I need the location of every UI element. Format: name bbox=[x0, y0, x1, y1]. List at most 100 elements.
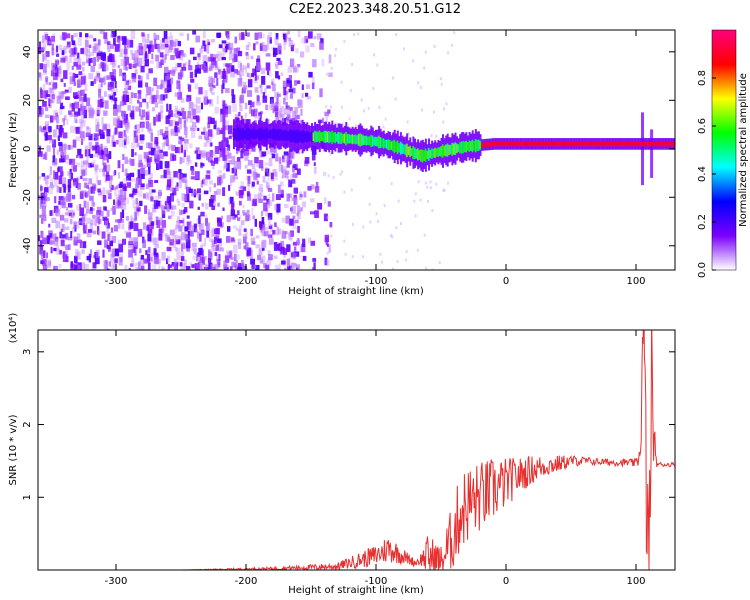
spectrogram-cell bbox=[285, 170, 290, 175]
spectrogram-ridge-core bbox=[641, 141, 644, 147]
spectrogram-cell bbox=[174, 121, 179, 126]
spectrogram-ridge-core bbox=[534, 141, 537, 147]
spectrogram-cell bbox=[253, 43, 256, 51]
spectrogram-ridge-core bbox=[488, 142, 491, 147]
spectrogram-ridge-core bbox=[573, 141, 576, 147]
spectrogram-cell bbox=[243, 149, 249, 156]
spectrogram-cell bbox=[146, 101, 149, 109]
spectrogram-cell bbox=[262, 176, 266, 183]
spectrogram-cell bbox=[202, 31, 206, 39]
spectrogram-cell bbox=[214, 146, 220, 154]
spectrogram-cell bbox=[453, 31, 456, 35]
spectrogram-cell bbox=[221, 215, 224, 220]
spectrogram-cell bbox=[102, 249, 105, 258]
spectrogram-ridge-core bbox=[537, 141, 540, 147]
spectrogram-cell bbox=[106, 75, 110, 80]
spectrogram-cell bbox=[135, 126, 138, 131]
spectrogram-cell bbox=[59, 92, 64, 99]
spectrogram-cell bbox=[313, 35, 317, 40]
spectrogram-cell bbox=[136, 95, 140, 99]
spectrogram-cell bbox=[261, 166, 264, 171]
spectrogram-cell bbox=[243, 236, 247, 244]
y-tick-label: 0 bbox=[22, 146, 33, 152]
spectrogram-cell bbox=[137, 62, 141, 67]
spectrogram-cell bbox=[288, 37, 291, 41]
spectrogram-cell bbox=[261, 247, 265, 251]
spectrogram-cell bbox=[64, 226, 70, 230]
spectrogram-cell bbox=[217, 218, 222, 227]
spectrogram-ridge-core bbox=[630, 141, 633, 147]
spectrogram-cell bbox=[119, 188, 124, 198]
spectrogram-cell bbox=[268, 217, 271, 227]
spectrogram-cell bbox=[191, 247, 196, 252]
spectrogram-cell bbox=[96, 106, 102, 114]
spectrogram-cell bbox=[210, 264, 215, 270]
spectrogram-cell bbox=[283, 151, 289, 156]
spectrogram-cell bbox=[210, 142, 213, 147]
spectrogram-cell bbox=[229, 63, 233, 67]
spectrogram-cell bbox=[251, 264, 255, 269]
spectrogram-cell bbox=[117, 222, 121, 229]
spectrogram-cell bbox=[69, 158, 73, 165]
spectrogram-cell bbox=[269, 96, 274, 104]
spectrogram-ridge-core bbox=[643, 141, 646, 147]
spectrogram-ridge-core bbox=[591, 141, 594, 147]
spectrogram-cell bbox=[68, 86, 72, 94]
spectrogram-cell bbox=[56, 245, 59, 251]
spectrogram-cell bbox=[230, 175, 235, 183]
spectrogram-cell bbox=[47, 135, 52, 141]
spectrogram-cell bbox=[209, 99, 214, 107]
spectrogram-cell bbox=[211, 39, 215, 43]
spectrogram-cell bbox=[211, 238, 215, 247]
spectrogram-cell bbox=[97, 121, 100, 126]
spectrogram-cell bbox=[442, 120, 445, 124]
spectrogram-cell bbox=[38, 47, 41, 55]
spectrogram-cell bbox=[153, 77, 158, 87]
spectrogram-cell bbox=[39, 87, 42, 95]
spectrogram-ridge-core bbox=[387, 139, 390, 151]
spectrogram-cell bbox=[196, 193, 200, 199]
spectrogram-cell bbox=[186, 239, 191, 249]
spectrogram-cell bbox=[247, 193, 251, 201]
spectrogram-cell bbox=[260, 67, 265, 75]
spectrogram-ridge-core bbox=[301, 130, 304, 144]
spectrogram-cell bbox=[167, 179, 172, 188]
spectrogram-cell bbox=[204, 90, 208, 99]
spectrogram-ridge-core bbox=[633, 141, 636, 147]
spectrogram-ridge-core bbox=[267, 130, 270, 139]
spectrogram-cell bbox=[258, 32, 263, 39]
spectrogram-cell bbox=[38, 151, 43, 157]
spectrogram-cell bbox=[179, 179, 182, 188]
spectrogram-ridge-core bbox=[615, 141, 618, 147]
spectrogram-cell bbox=[82, 177, 88, 182]
spectrogram-ridge-core bbox=[635, 141, 638, 147]
spectrogram-cell bbox=[268, 104, 272, 111]
spectrogram-cell bbox=[104, 100, 109, 109]
spectrogram-cell bbox=[166, 168, 170, 175]
spectrogram-ridge-core bbox=[276, 129, 279, 141]
spectrogram-cell bbox=[279, 113, 285, 122]
spectrogram-cell bbox=[153, 32, 156, 41]
spectrogram-cell bbox=[231, 155, 236, 165]
spectrogram-cell bbox=[185, 115, 189, 121]
spectrogram-cell bbox=[139, 49, 144, 55]
spectrogram-cell bbox=[73, 236, 79, 242]
spectrogram-cell bbox=[145, 183, 150, 189]
spectrogram-cell bbox=[273, 47, 278, 56]
spectrogram-cell bbox=[294, 81, 299, 86]
spectrogram-cell bbox=[275, 33, 279, 40]
spectrogram-cell bbox=[130, 110, 135, 120]
spectrogram-cell bbox=[174, 228, 177, 234]
spectrogram-cell bbox=[159, 160, 163, 169]
spectrogram-cell bbox=[182, 178, 187, 183]
spectrogram-ridge-core bbox=[378, 135, 381, 149]
colorbar-ticks: 0.00.20.40.60.8 bbox=[697, 70, 716, 278]
spectrogram-cell bbox=[280, 189, 283, 195]
spectrogram-cell bbox=[223, 125, 228, 131]
spectrogram-cell bbox=[296, 168, 301, 175]
spectrogram-cell bbox=[227, 152, 232, 159]
spectrogram-ridge-core bbox=[459, 142, 462, 154]
spectrogram-cell bbox=[40, 250, 46, 257]
spectrogram-ridge-core bbox=[295, 129, 298, 144]
spectrogram-ridge-core bbox=[245, 128, 248, 141]
